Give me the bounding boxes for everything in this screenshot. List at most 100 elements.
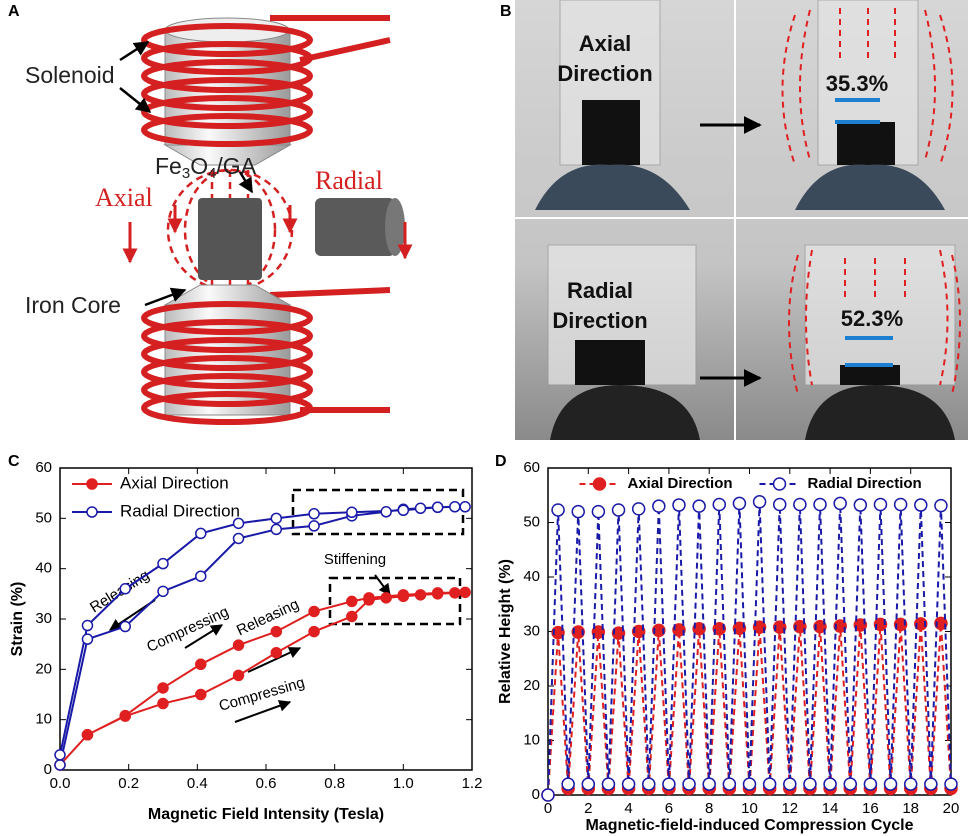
data-point: [541, 788, 555, 802]
data-point: [195, 527, 207, 540]
data-point: [119, 620, 131, 633]
legend-marker: [772, 477, 787, 491]
data-point: [833, 619, 847, 633]
y-tick-label: 50: [523, 513, 540, 530]
y-tick-label: 60: [523, 459, 540, 476]
data-point: [270, 512, 283, 525]
data-point: [833, 496, 847, 511]
subscript: 4: [208, 165, 216, 182]
y-axis-label: Strain (%): [9, 582, 26, 657]
data-point: [813, 497, 827, 512]
legend-label: Axial Direction: [628, 475, 733, 492]
x-tick-label: 4: [624, 800, 632, 817]
data-point: [682, 777, 696, 791]
data-point: [119, 583, 131, 595]
data-point: [611, 503, 626, 517]
data-point: [642, 777, 656, 791]
data-point: [752, 620, 767, 634]
data-point: [652, 623, 666, 638]
data-point: [81, 729, 94, 741]
series-line: [547, 501, 952, 796]
data-point: [270, 523, 283, 536]
data-point: [232, 517, 245, 530]
y-tick-label: 10: [35, 711, 52, 728]
annotation-arrow: [184, 624, 224, 649]
data-point: [308, 520, 320, 532]
data-point: [308, 625, 320, 638]
data-point: [772, 497, 787, 512]
y-tick-label: 40: [35, 560, 52, 577]
data-point: [157, 557, 169, 570]
data-point: [157, 585, 169, 598]
data-point: [157, 682, 169, 694]
data-point: [81, 619, 94, 632]
data-point: [783, 777, 797, 791]
x-tick-label: 0.4: [187, 775, 208, 792]
data-point: [863, 777, 878, 791]
data-point: [893, 617, 908, 632]
data-point: [692, 622, 706, 636]
radial-label: Radial: [315, 166, 383, 195]
data-point: [732, 621, 747, 635]
data-point: [732, 496, 747, 511]
axial-title: Direction: [557, 61, 652, 86]
data-point: [397, 504, 410, 517]
data-point: [380, 592, 392, 604]
x-tick-label: 1.2: [462, 775, 483, 792]
data-point: [561, 777, 575, 791]
x-tick-label: 16: [862, 800, 879, 817]
data-point: [270, 625, 283, 638]
y-tick-label: 0: [532, 786, 540, 803]
data-point: [793, 497, 807, 512]
y-tick-label: 30: [523, 622, 540, 639]
series-line: [59, 505, 466, 766]
sample: [198, 198, 262, 280]
x-tick-label: 0.6: [256, 775, 277, 792]
data-point: [551, 503, 565, 517]
y-tick-label: 40: [523, 568, 540, 585]
data-point: [823, 777, 837, 791]
data-point: [621, 777, 636, 791]
data-point: [853, 498, 868, 512]
data-point: [308, 508, 320, 520]
panel-b: B: [500, 0, 968, 440]
data-point: [431, 587, 444, 599]
dashed-box: [291, 488, 465, 536]
text: /GA: [216, 153, 256, 179]
data-point: [346, 506, 358, 519]
chart: D Magnetic-field-induced Compression Cycl…: [495, 453, 959, 834]
y-tick-label: 60: [35, 459, 52, 476]
data-point: [772, 620, 787, 634]
data-point: [662, 777, 676, 791]
x-axis-label: Magnetic-field-induced Compression Cycle: [585, 817, 913, 834]
panel-label: B: [500, 3, 512, 20]
x-tick-label: 18: [902, 800, 919, 817]
data-point: [459, 586, 471, 599]
panel-label: A: [8, 3, 20, 20]
data-point: [631, 624, 646, 639]
data-point: [893, 497, 908, 512]
solenoid-label: Solenoid: [25, 62, 115, 88]
data-point: [431, 501, 444, 514]
data-point: [119, 709, 131, 722]
x-tick-label: 8: [705, 800, 713, 817]
subscript: 3: [182, 165, 190, 182]
x-tick-label: 6: [665, 800, 673, 817]
data-point: [722, 777, 737, 791]
legend-marker: [592, 477, 607, 491]
data-point: [873, 497, 888, 512]
text: O: [190, 153, 208, 179]
data-point: [363, 592, 375, 604]
series-line: [547, 623, 952, 796]
y-tick-label: 20: [523, 677, 540, 694]
bottom-solenoid: [141, 284, 391, 425]
data-point: [581, 777, 596, 791]
y-tick-label: 10: [523, 731, 540, 748]
data-point: [742, 777, 757, 791]
data-point: [414, 589, 427, 601]
sample-label: Fe3O4/GA: [155, 153, 257, 182]
data-point: [652, 499, 666, 513]
red-arrows: [122, 205, 413, 264]
legend-label: Radial Direction: [808, 475, 922, 492]
data-point: [459, 501, 471, 513]
